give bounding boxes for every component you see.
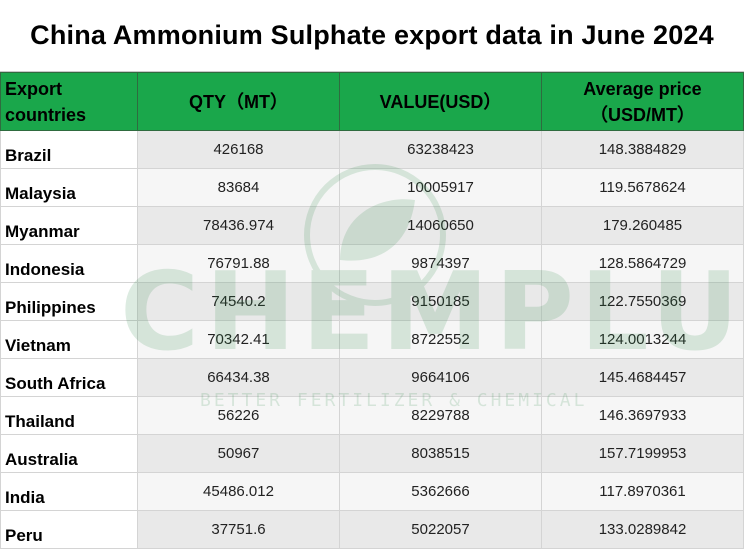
table-row: Malaysia 83684 10005917 119.5678624: [0, 168, 744, 207]
qty-cell: 45486.012: [137, 472, 340, 511]
value-cell: 10005917: [339, 168, 542, 207]
table-row: Myanmar 78436.974 14060650 179.260485: [0, 206, 744, 245]
country-cell: Thailand: [0, 396, 138, 435]
qty-cell: 74540.2: [137, 282, 340, 321]
table-row: Brazil 426168 63238423 148.3884829: [0, 130, 744, 169]
qty-cell: 83684: [137, 168, 340, 207]
price-cell: 146.3697933: [541, 396, 744, 435]
qty-cell: 76791.88: [137, 244, 340, 283]
header-export-countries: Export countries: [0, 72, 138, 131]
value-cell: 5022057: [339, 510, 542, 549]
price-cell: 157.7199953: [541, 434, 744, 473]
qty-cell: 70342.41: [137, 320, 340, 359]
price-cell: 124.0013244: [541, 320, 744, 359]
price-cell: 133.0289842: [541, 510, 744, 549]
header-average-price-line1: Average price: [583, 78, 702, 99]
price-cell: 117.8970361: [541, 472, 744, 511]
value-cell: 9874397: [339, 244, 542, 283]
price-cell: 128.5864729: [541, 244, 744, 283]
qty-cell: 66434.38: [137, 358, 340, 397]
price-cell: 179.260485: [541, 206, 744, 245]
country-cell: Brazil: [0, 130, 138, 169]
qty-cell: 37751.6: [137, 510, 340, 549]
table-row: Philippines 74540.2 9150185 122.7550369: [0, 282, 744, 321]
price-cell: 119.5678624: [541, 168, 744, 207]
header-average-price: Average price （USD/MT）: [541, 72, 744, 131]
value-cell: 5362666: [339, 472, 542, 511]
value-cell: 63238423: [339, 130, 542, 169]
price-cell: 148.3884829: [541, 130, 744, 169]
qty-cell: 78436.974: [137, 206, 340, 245]
table-row: South Africa 66434.38 9664106 145.468445…: [0, 358, 744, 397]
value-cell: 8722552: [339, 320, 542, 359]
country-cell: India: [0, 472, 138, 511]
page-title: China Ammonium Sulphate export data in J…: [0, 0, 744, 72]
header-average-price-line2: （USD/MT）: [590, 104, 695, 125]
table-row: Indonesia 76791.88 9874397 128.5864729: [0, 244, 744, 283]
table-row: Australia 50967 8038515 157.7199953: [0, 434, 744, 473]
price-cell: 145.4684457: [541, 358, 744, 397]
country-cell: Vietnam: [0, 320, 138, 359]
value-cell: 9664106: [339, 358, 542, 397]
export-data-table: Export countries QTY（MT） VALUE(USD） Aver…: [0, 72, 744, 549]
qty-cell: 50967: [137, 434, 340, 473]
header-value: VALUE(USD）: [339, 72, 542, 131]
qty-cell: 56226: [137, 396, 340, 435]
country-cell: South Africa: [0, 358, 138, 397]
country-cell: Australia: [0, 434, 138, 473]
value-cell: 14060650: [339, 206, 542, 245]
country-cell: Peru: [0, 510, 138, 549]
table-row: India 45486.012 5362666 117.8970361: [0, 472, 744, 511]
price-cell: 122.7550369: [541, 282, 744, 321]
country-cell: Myanmar: [0, 206, 138, 245]
header-qty: QTY（MT）: [137, 72, 340, 131]
table-row: Thailand 56226 8229788 146.3697933: [0, 396, 744, 435]
country-cell: Indonesia: [0, 244, 138, 283]
value-cell: 9150185: [339, 282, 542, 321]
country-cell: Philippines: [0, 282, 138, 321]
table-row: Peru 37751.6 5022057 133.0289842: [0, 510, 744, 549]
table-header-row: Export countries QTY（MT） VALUE(USD） Aver…: [0, 72, 744, 131]
value-cell: 8229788: [339, 396, 542, 435]
table-row: Vietnam 70342.41 8722552 124.0013244: [0, 320, 744, 359]
qty-cell: 426168: [137, 130, 340, 169]
country-cell: Malaysia: [0, 168, 138, 207]
value-cell: 8038515: [339, 434, 542, 473]
